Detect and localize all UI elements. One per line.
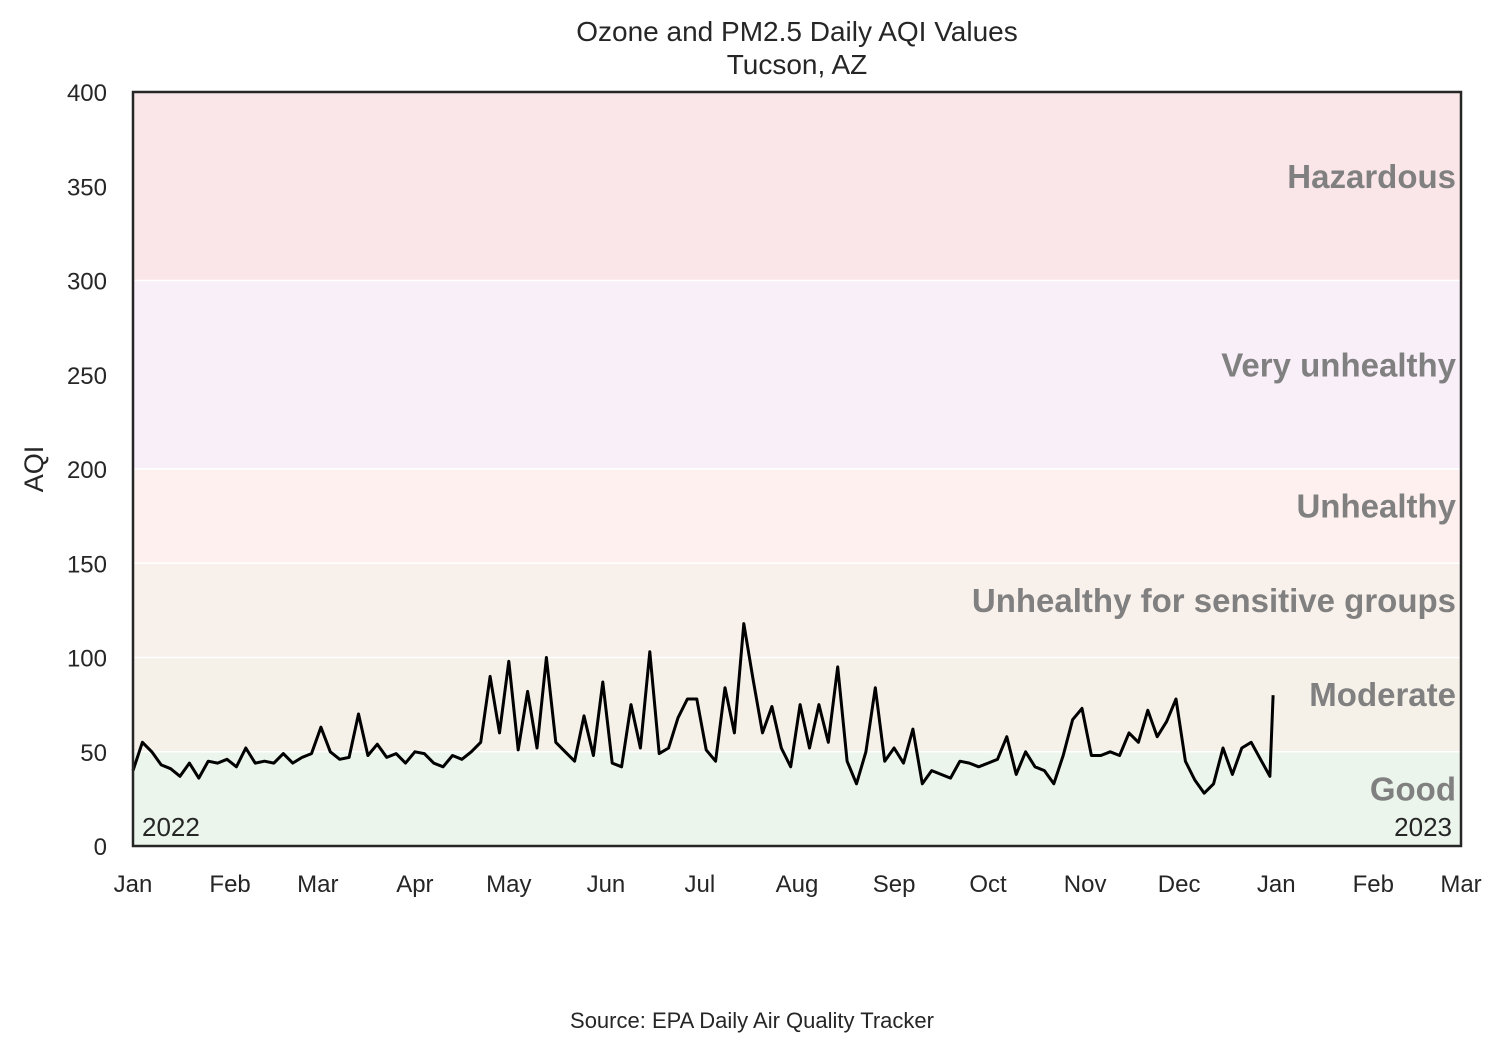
- x-tick-label: Mar: [297, 871, 338, 898]
- y-tick-label: 350: [67, 174, 107, 201]
- x-tick-label: Mar: [1440, 871, 1481, 898]
- y-tick-label: 50: [80, 740, 107, 767]
- band-label: Hazardous: [1287, 158, 1456, 195]
- y-axis-ticks: 0 50 100 150 200 250 300 350 400: [67, 80, 107, 861]
- x-tick-label: Sep: [873, 871, 916, 898]
- band-hazardous: [133, 92, 1461, 281]
- x-tick-label: Apr: [396, 871, 433, 898]
- band-label: Unhealthy for sensitive groups: [972, 582, 1456, 619]
- x-tick-label: Feb: [1353, 871, 1394, 898]
- x-tick-label: Jun: [587, 871, 626, 898]
- x-tick-label: Nov: [1064, 871, 1107, 898]
- chart-title: Ozone and PM2.5 Daily AQI Values: [576, 16, 1018, 47]
- y-tick-label: 150: [67, 551, 107, 578]
- x-axis-ticks: Jan Feb Mar Apr May Jun Jul Aug Sep Oct Nov Dec Jan F…: [114, 871, 1482, 898]
- band-label: Moderate: [1309, 676, 1456, 713]
- source-note: Source: EPA Daily Air Quality Tracker: [570, 1008, 934, 1033]
- y-axis-label: AQI: [19, 446, 49, 493]
- band-unhealthy: [133, 469, 1461, 563]
- y-tick-label: 250: [67, 363, 107, 390]
- y-tick-label: 400: [67, 80, 107, 107]
- band-moderate: [133, 658, 1461, 752]
- y-tick-label: 100: [67, 646, 107, 673]
- x-tick-label: Oct: [969, 871, 1007, 898]
- x-tick-label: May: [486, 871, 531, 898]
- year-label-start: 2022: [142, 812, 200, 842]
- x-tick-label: Feb: [209, 871, 250, 898]
- x-tick-label: Aug: [776, 871, 819, 898]
- y-tick-label: 0: [94, 834, 107, 861]
- x-tick-label: Jan: [1257, 871, 1296, 898]
- y-tick-label: 300: [67, 269, 107, 296]
- x-tick-label: Jan: [114, 871, 153, 898]
- band-label: Good: [1370, 770, 1456, 807]
- y-tick-label: 200: [67, 457, 107, 484]
- x-tick-label: Dec: [1158, 871, 1201, 898]
- chart-subtitle: Tucson, AZ: [727, 49, 868, 80]
- band-label: Very unhealthy: [1221, 346, 1456, 383]
- year-label-end: 2023: [1394, 812, 1452, 842]
- band-label: Unhealthy: [1296, 488, 1456, 525]
- band-good: [133, 752, 1461, 846]
- x-tick-label: Jul: [685, 871, 716, 898]
